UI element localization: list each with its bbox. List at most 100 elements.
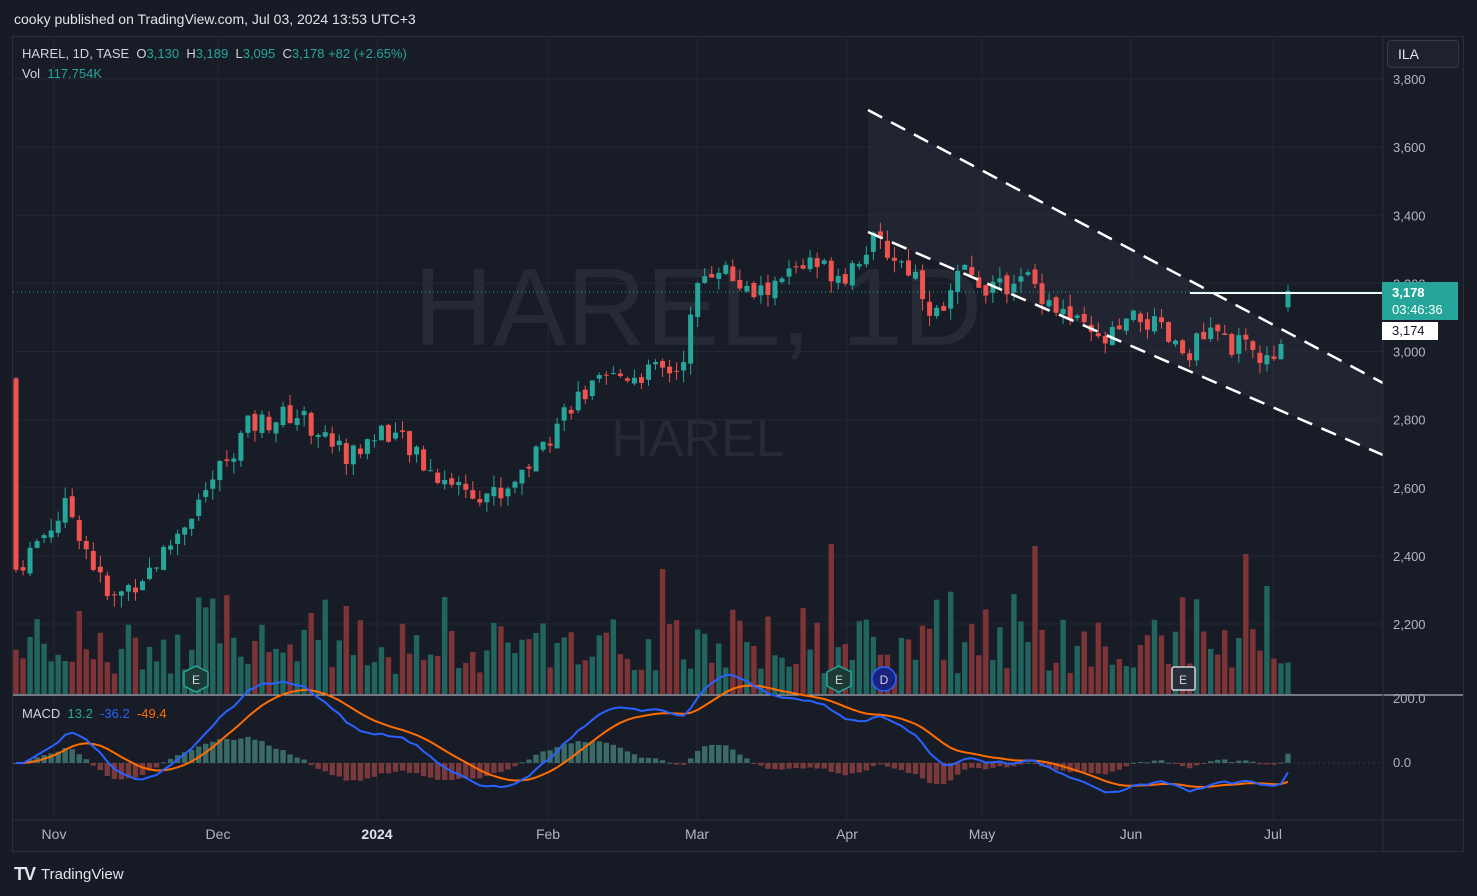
candle-body — [1123, 318, 1129, 331]
volume-bar — [1046, 670, 1052, 694]
volume-bar — [34, 619, 40, 694]
volume-bar — [779, 657, 785, 694]
volume-bar — [1025, 642, 1031, 694]
candle-body — [1215, 324, 1221, 332]
volume-bar — [434, 655, 441, 694]
macd-histogram-bar — [1222, 759, 1228, 763]
volume-bar — [1158, 635, 1165, 694]
macd-signal-line — [16, 684, 1289, 789]
macd-histogram-bar — [835, 763, 841, 774]
volume-bar — [905, 639, 912, 694]
macd-histogram-bar — [1109, 763, 1116, 772]
macd-histogram-bar — [322, 763, 328, 772]
volume-bar — [385, 657, 392, 694]
symbol-info[interactable]: HAREL, 1D, TASE — [22, 46, 130, 61]
volume-bar — [519, 639, 525, 694]
event-marker-earnings-3[interactable]: E — [1171, 666, 1196, 691]
candle-body — [1018, 276, 1024, 282]
macd-histogram-bar — [1032, 763, 1038, 764]
volume-bar — [20, 658, 26, 694]
volume-bar — [111, 673, 118, 694]
macd-histogram-bar — [1074, 763, 1080, 772]
price-axis[interactable]: 3,8003,6003,4003,2003,0002,8002,6002,400… — [1393, 72, 1426, 632]
macd-histogram-bar — [111, 763, 118, 779]
candle-body — [533, 446, 539, 472]
time-tick-label: 2024 — [361, 826, 392, 842]
volume-bar — [870, 636, 877, 694]
macd-histogram-bar — [694, 750, 701, 763]
macd-histogram-bar — [990, 763, 996, 768]
macd-histogram-bar — [603, 742, 610, 763]
volume-bar — [329, 667, 335, 694]
volume-bar — [364, 665, 371, 694]
volume-bar — [1257, 650, 1263, 694]
macd-histogram-bar — [779, 763, 785, 770]
macd-histogram-bar — [877, 763, 884, 765]
macd-histogram-bar — [730, 749, 736, 763]
macd-histogram-bar — [1116, 763, 1123, 770]
volume-bar — [793, 663, 799, 694]
volume-bar — [898, 637, 905, 694]
volume-bar — [13, 649, 19, 694]
macd-histogram-bar — [364, 763, 371, 779]
change-value: +82 (+2.65%) — [328, 46, 407, 61]
event-marker-earnings-2[interactable]: E — [826, 665, 852, 693]
macd-histogram-bar — [83, 759, 89, 763]
candle-body — [526, 466, 532, 469]
candle-body — [589, 380, 595, 397]
candle-body — [34, 541, 40, 548]
candle-body — [898, 261, 904, 263]
volume-bar — [399, 623, 406, 694]
channel-upper-line[interactable] — [867, 108, 1384, 385]
macd-label[interactable]: MACD — [22, 706, 61, 721]
macd-histogram-bar — [1102, 763, 1108, 775]
macd-legend: MACD 13.2 -36.2 -49.4 — [22, 706, 167, 721]
time-axis[interactable]: Nov Dec 2024 Feb Mar Apr May Jun Jul — [42, 826, 1282, 842]
tradingview-logo-icon[interactable]: TV — [14, 863, 36, 884]
candle-body — [1102, 335, 1108, 344]
candle-body — [891, 257, 897, 261]
candle-body — [941, 306, 947, 311]
candle-body — [414, 446, 420, 455]
macd-hist-value: 13.2 — [67, 706, 93, 721]
volume-bar — [863, 619, 870, 694]
macd-pane — [13, 673, 1383, 794]
volume-bar — [575, 664, 581, 694]
macd-histogram-bar — [793, 763, 799, 769]
candle-body — [913, 271, 919, 279]
candle-body — [364, 439, 370, 454]
volume-bar — [252, 641, 258, 694]
volume-bar — [716, 643, 722, 694]
macd-histogram-bar — [315, 763, 321, 769]
volume-bar — [217, 643, 223, 694]
channel-lower-line[interactable] — [867, 230, 1384, 457]
candle-body — [308, 412, 314, 436]
symbol-legend: HAREL, 1D, TASE O3,130 H3,189 L3,095 C3,… — [22, 44, 407, 84]
volume-bar — [1172, 631, 1179, 694]
candle-body — [329, 433, 335, 447]
candle-body — [371, 440, 377, 442]
volume-bar — [238, 656, 244, 694]
chart-frame[interactable] — [12, 36, 1464, 852]
volume-bar — [470, 652, 476, 694]
event-marker-dividend[interactable]: D — [871, 666, 897, 692]
macd-histogram-bar — [484, 763, 490, 777]
macd-histogram-bar — [1151, 760, 1158, 763]
candle-body — [884, 240, 890, 258]
volume-bar — [498, 626, 504, 694]
volume-bar — [694, 629, 701, 694]
currency-button[interactable]: ILA — [1387, 40, 1459, 68]
candle-body — [62, 498, 68, 523]
macd-histogram-bar — [962, 763, 968, 770]
volume-bar — [673, 620, 680, 694]
volume-bar — [983, 609, 989, 694]
volume-bar — [1081, 631, 1087, 694]
volume-bar — [666, 624, 673, 694]
macd-histogram-bar — [301, 759, 307, 763]
candle-body — [1081, 314, 1087, 323]
tradingview-brand[interactable]: TradingView — [41, 865, 124, 883]
publish-header: cooky published on TradingView.com, Jul … — [14, 11, 416, 27]
event-marker-earnings-1[interactable]: E — [183, 665, 209, 693]
candle-body — [702, 276, 708, 283]
